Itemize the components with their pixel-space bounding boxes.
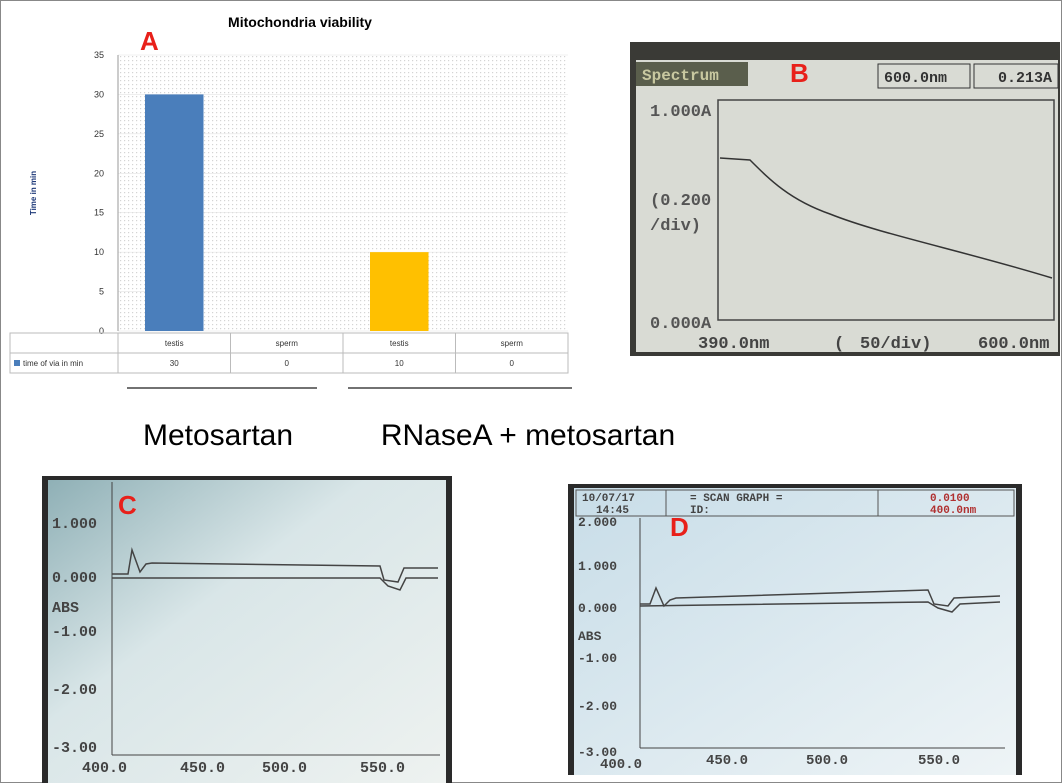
panel-b: Spectrum B 600.0nm 0.213A 1.000A (0.200 … bbox=[630, 42, 1060, 356]
screen-text: 1.000A bbox=[650, 103, 712, 122]
screen-text: -3.00 bbox=[52, 740, 97, 757]
y-tick-label: 30 bbox=[94, 89, 104, 99]
y-tick-label: 35 bbox=[94, 50, 104, 60]
screen-text: 0.213A bbox=[998, 70, 1052, 87]
screen-text: 450.0 bbox=[180, 760, 225, 777]
screen-text: 400.0nm bbox=[930, 505, 977, 517]
screen-text: 600.0nm bbox=[978, 335, 1049, 354]
bar bbox=[145, 94, 204, 331]
legend-key bbox=[14, 360, 20, 366]
screen-text: 550.0 bbox=[360, 760, 405, 777]
screen-text: ABS bbox=[578, 629, 602, 644]
screen-text: -2.00 bbox=[52, 682, 97, 699]
screen bbox=[48, 480, 446, 783]
screen-text: ( bbox=[834, 335, 844, 354]
x-tick-label: testis bbox=[165, 339, 184, 348]
screen-text: 50/div) bbox=[860, 335, 931, 354]
screen-text: 1.000 bbox=[578, 559, 617, 574]
screen-text: ID: bbox=[690, 505, 710, 517]
y-tick-label: 0 bbox=[99, 326, 104, 336]
y-tick-label: 5 bbox=[99, 287, 104, 297]
screen-text: 450.0 bbox=[706, 753, 748, 769]
table-row-label: time of via in min bbox=[23, 359, 83, 368]
y-tick-label: 10 bbox=[94, 247, 104, 257]
table-value: 0 bbox=[285, 359, 290, 368]
screen-text: 0.0100 bbox=[930, 493, 970, 505]
screen-text: 10/07/17 bbox=[582, 493, 635, 505]
x-tick-label: sperm bbox=[276, 339, 299, 348]
screen-text: 550.0 bbox=[918, 753, 960, 769]
x-tick-label: sperm bbox=[501, 339, 524, 348]
screen-text: = SCAN GRAPH = bbox=[690, 493, 783, 505]
screen-text: 0.000A bbox=[650, 315, 712, 334]
screen-text: (0.200 bbox=[650, 192, 711, 211]
screen-text: 500.0 bbox=[262, 760, 307, 777]
table-value: 30 bbox=[170, 359, 179, 368]
screen-text: -1.00 bbox=[52, 624, 97, 641]
screen-text: 390.0nm bbox=[698, 335, 769, 354]
x-tick-label: testis bbox=[390, 339, 409, 348]
screen-text: 2.000 bbox=[578, 515, 617, 530]
y-tick-label: 25 bbox=[94, 129, 104, 139]
screen-text: 400.0 bbox=[600, 757, 642, 773]
y-tick-label: 15 bbox=[94, 208, 104, 218]
screen-text: -1.00 bbox=[578, 651, 617, 666]
screen-text: ABS bbox=[52, 600, 79, 617]
table-value: 10 bbox=[395, 359, 404, 368]
panel-letter: C bbox=[118, 490, 137, 520]
screen-text: 500.0 bbox=[806, 753, 848, 769]
screen-text: 600.0nm bbox=[884, 70, 947, 87]
screen-text: Spectrum bbox=[642, 67, 719, 85]
group-label: RNaseA + metosartan bbox=[381, 419, 675, 452]
panel-c: C 1.000 0.000 ABS -1.00 -2.00 -3.00 400.… bbox=[42, 476, 452, 783]
bar bbox=[370, 252, 429, 331]
panel-letter: D bbox=[670, 512, 689, 542]
panel-letter: A bbox=[140, 26, 159, 56]
table-value: 0 bbox=[510, 359, 515, 368]
group-label: Metosartan bbox=[143, 419, 293, 452]
figure: Mitochondria viability Time in min A Met… bbox=[0, 0, 1062, 783]
y-axis-label: Time in min bbox=[29, 171, 38, 215]
screen-text: /div) bbox=[650, 217, 701, 236]
y-tick-label: 20 bbox=[94, 168, 104, 178]
screen-text: -2.00 bbox=[578, 699, 617, 714]
panel-letter: B bbox=[790, 58, 809, 88]
screen-text: 400.0 bbox=[82, 760, 127, 777]
screen-text: 1.000 bbox=[52, 516, 97, 533]
screen-text: 0.000 bbox=[578, 601, 617, 616]
screen-text: 0.000 bbox=[52, 570, 97, 587]
panel-d: 10/07/17 14:45 = SCAN GRAPH = ID: 0.0100… bbox=[568, 484, 1022, 775]
chart-title: Mitochondria viability bbox=[228, 14, 372, 30]
